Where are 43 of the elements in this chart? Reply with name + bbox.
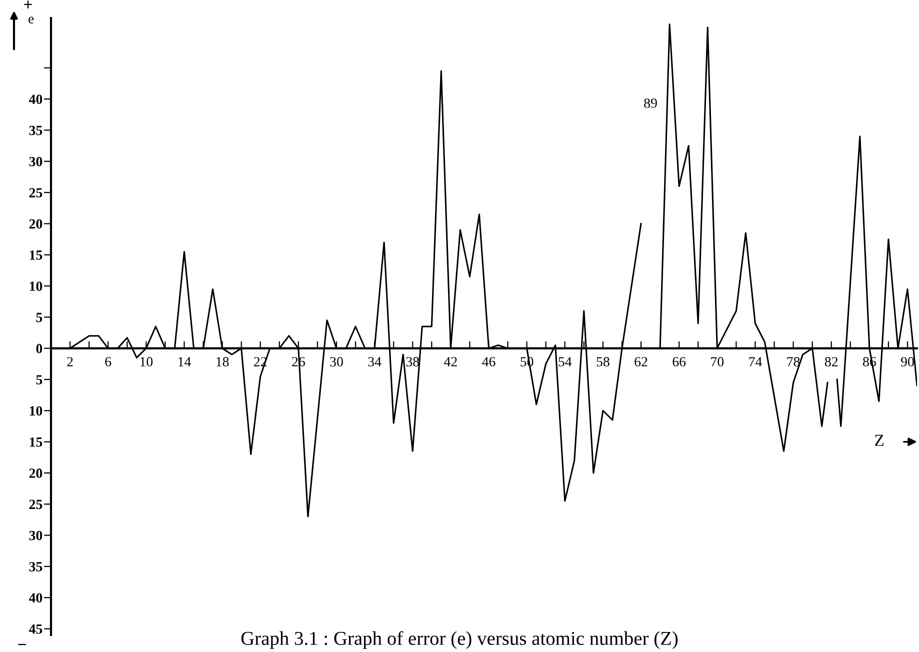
x-tick-label: 66: [672, 357, 686, 366]
y-tick-label: 40: [28, 593, 42, 603]
x-tick-label: 90: [900, 357, 914, 366]
y-tick-label: 10: [30, 406, 42, 416]
x-tick-label: 34: [368, 357, 382, 366]
x-tick-label: 82: [824, 357, 838, 366]
y-tick-label: 10: [30, 282, 42, 291]
y-tick-label: 25: [29, 188, 42, 198]
x-tick-label: 46: [482, 357, 496, 366]
x-tick-label: 30: [330, 357, 343, 366]
x-tick-label: 58: [596, 357, 610, 366]
text: Graph 3.1 : Graph of error (e) versus atomic number (Z): [241, 631, 678, 649]
y-tick-label: 20: [29, 219, 42, 229]
y-tick-label: 5: [36, 375, 42, 384]
annotation: 89: [644, 98, 657, 108]
x-tick-label: 62: [634, 357, 648, 366]
x-axis-title: Z: [874, 434, 884, 446]
y-tick-label: 30: [29, 156, 42, 166]
x-tick-label: 14: [178, 357, 191, 366]
y-tick-label: 25: [29, 500, 42, 510]
y-tick-label: 35: [29, 126, 42, 136]
y-tick-label: 15: [30, 437, 42, 447]
x-tick-label: 6: [105, 357, 112, 366]
y-tick-label: 0: [36, 344, 42, 354]
y-tick-label: 30: [29, 530, 42, 540]
x-tick-label: 70: [711, 357, 724, 366]
x-tick-label: 54: [558, 357, 572, 366]
x-tick-label: 38: [406, 357, 420, 366]
x-tick-label: 18: [216, 357, 229, 366]
x-tick-label: 2: [67, 357, 73, 366]
y-axis-title: e: [28, 16, 34, 24]
y-tick-label: 45: [28, 624, 42, 634]
y-tick-label: 20: [29, 468, 42, 478]
x-tick-label: 42: [444, 357, 457, 366]
x-tick-label: 78: [787, 357, 800, 366]
y-tick-label: 35: [29, 562, 42, 572]
text: −: [18, 644, 26, 646]
x-tick-label: 10: [140, 357, 153, 366]
y-tick-label: 15: [30, 250, 42, 260]
y-tick-label: 5: [36, 312, 42, 322]
text: +: [24, 0, 32, 8]
y-tick-label: 40: [28, 94, 42, 104]
x-tick-label: 74: [749, 357, 762, 366]
